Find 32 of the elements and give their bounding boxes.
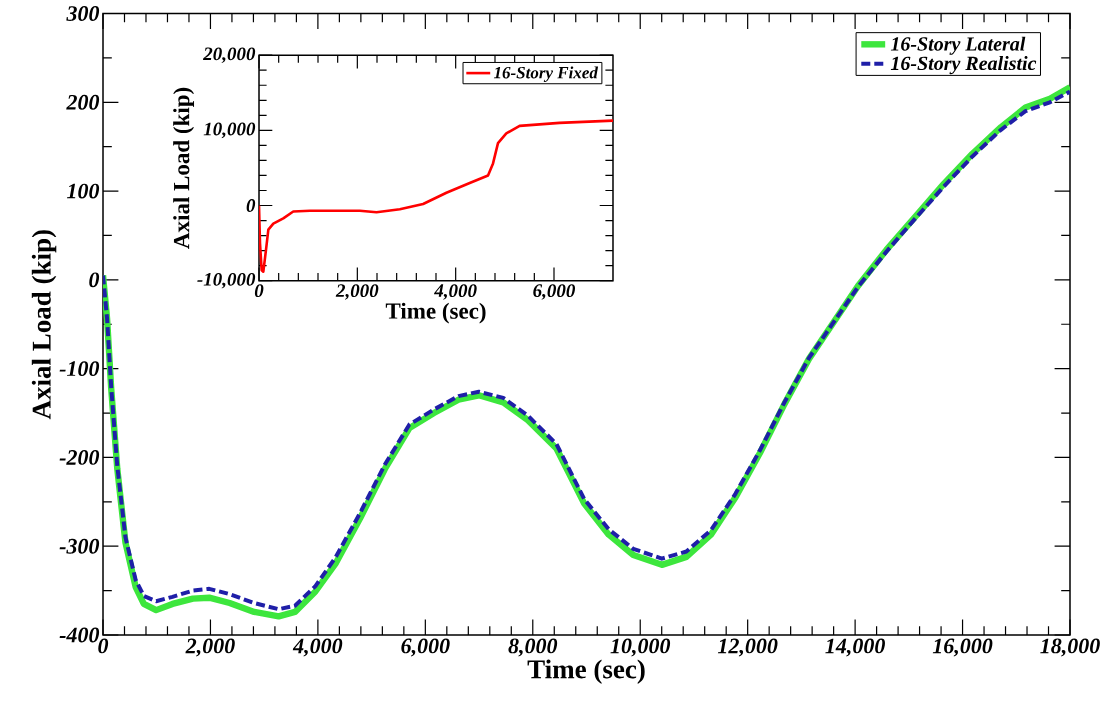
- y-tick-label: 0: [89, 272, 100, 288]
- x-tick-label: 6,000: [533, 284, 576, 300]
- x-tick-label: 2,000: [185, 638, 235, 657]
- x-tick-label: 16,000: [932, 638, 993, 657]
- x-tick-label: 4,000: [433, 284, 477, 300]
- y-tick-label: 20,000: [202, 47, 256, 63]
- legend-label: 16-Story Realistic: [890, 56, 1037, 75]
- legend-label: 16-Story Fixed: [493, 66, 599, 82]
- y-tick-label: -200: [59, 449, 100, 465]
- x-tick-label: 8,000: [508, 638, 558, 657]
- x-tick-label: 10,000: [610, 638, 671, 657]
- x-axis-title: Time (sec): [527, 659, 645, 684]
- x-tick-label: 2,000: [335, 284, 379, 300]
- y-tick-label: -400: [59, 627, 100, 643]
- y-tick-label: 0: [246, 199, 256, 212]
- x-tick-label: 4,000: [292, 638, 343, 657]
- y-axis-title: Axial Load (kip): [31, 230, 57, 420]
- y-tick-label: 100: [66, 183, 100, 199]
- x-axis-title: Time (sec): [385, 302, 486, 324]
- x-tick-label: 14,000: [825, 638, 885, 657]
- y-tick-label: 200: [66, 94, 100, 110]
- line-series: [259, 119, 613, 273]
- y-tick-label: 300: [66, 6, 100, 21]
- y-tick-label: -10,000: [197, 272, 256, 289]
- y-axis-title: Axial Load (kip): [173, 87, 195, 249]
- x-tick-label: 6,000: [401, 638, 450, 657]
- y-tick-label: 10,000: [203, 122, 256, 139]
- y-tick-label: -300: [59, 538, 100, 554]
- y-tick-label: -100: [59, 361, 100, 377]
- legend-label: 16-Story Lateral: [890, 36, 1026, 55]
- x-tick-label: 18,000: [1040, 638, 1100, 657]
- x-tick-label: 12,000: [717, 638, 778, 657]
